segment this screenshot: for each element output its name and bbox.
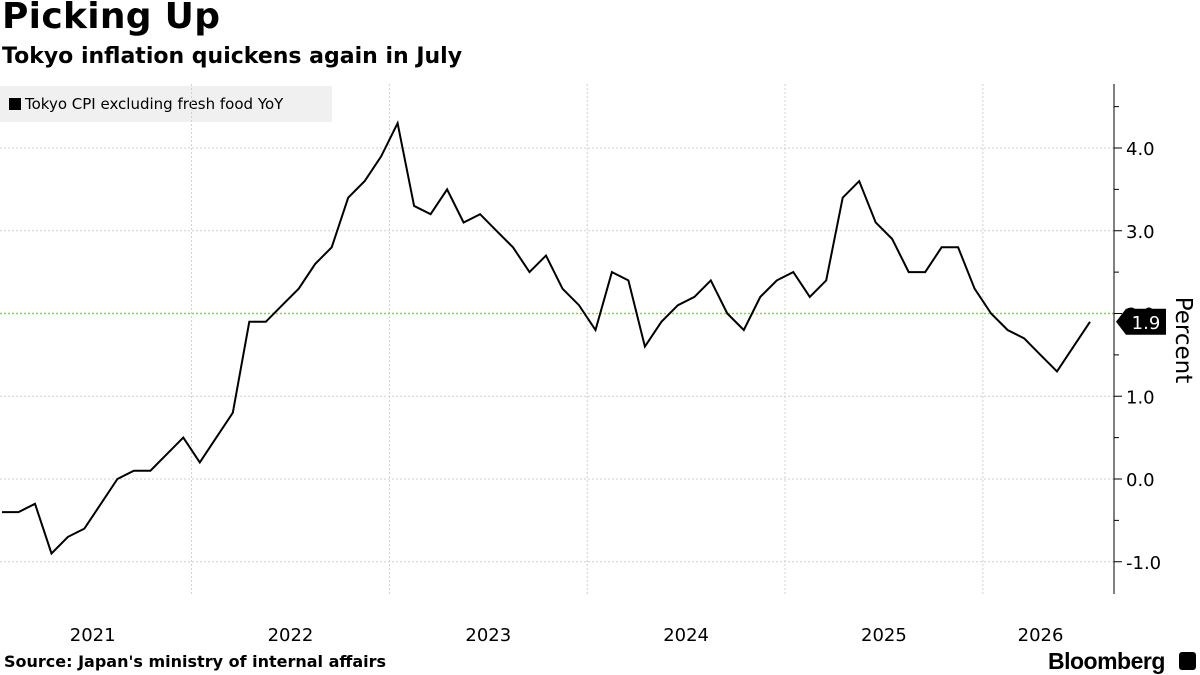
x-tick-label: 2026 <box>1018 625 1064 646</box>
legend-label: Tokyo CPI excluding fresh food YoY <box>25 95 284 113</box>
chart-subtitle: Tokyo inflation quickens again in July <box>2 44 463 69</box>
x-tick-label: 2022 <box>268 625 314 646</box>
x-tick-label: 2023 <box>465 625 511 646</box>
x-axis: 2021 2022 2023 2024 2025 2026 <box>70 625 1064 646</box>
x-tick-label: 2025 <box>861 625 907 646</box>
last-value-tag <box>1116 308 1166 335</box>
y-axis: -1.00.01.02.03.04.0 <box>1113 84 1161 594</box>
y-tick-label: -1.0 <box>1126 553 1161 574</box>
y-axis-label: Percent <box>1170 297 1196 384</box>
y-tick-label: 3.0 <box>1126 222 1155 243</box>
y-tick-label: 4.0 <box>1126 139 1155 160</box>
legend: Tokyo CPI excluding fresh food YoY <box>0 86 332 122</box>
series-line <box>2 120 1091 556</box>
source-note: Source: Japan's ministry of internal aff… <box>4 652 387 671</box>
last-value-group: 1.9 <box>1116 308 1166 335</box>
brand-logo-icon <box>1179 652 1196 670</box>
x-tick-label: 2021 <box>70 625 116 646</box>
last-value-label: 1.9 <box>1132 313 1161 334</box>
chart-title: Picking Up <box>2 0 221 37</box>
gridlines <box>0 84 1114 594</box>
y-tick-label: 1.0 <box>1126 387 1155 408</box>
legend-swatch <box>9 98 21 110</box>
series-group <box>2 120 1091 556</box>
y-tick-label: 0.0 <box>1126 470 1155 491</box>
brand-logo-text: Bloomberg <box>1048 648 1165 674</box>
x-tick-label: 2024 <box>663 625 709 646</box>
